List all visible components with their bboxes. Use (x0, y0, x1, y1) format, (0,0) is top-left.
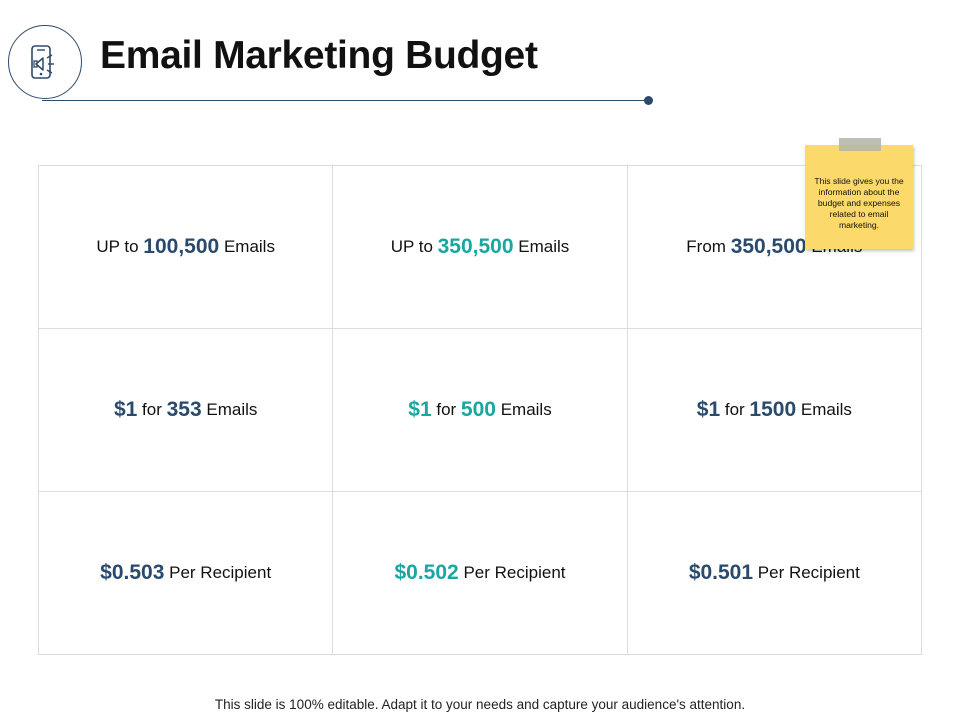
mobile-megaphone-icon (31, 45, 54, 79)
tier-3-rate-cell: $1 for 1500 Emails (627, 329, 922, 492)
price-value: $1 (408, 398, 432, 421)
cell-text: UP to (390, 237, 438, 256)
cell-text: Emails (513, 237, 570, 256)
title-underline (42, 100, 648, 101)
cell-text: Emails (201, 400, 258, 419)
cell-text: From (686, 237, 731, 256)
sticky-note: This slide gives you the information abo… (805, 145, 913, 249)
cell-text: Per Recipient (753, 563, 860, 582)
budget-table: UP to 100,500 Emails UP to 350,500 Email… (38, 165, 922, 655)
title-underline-dot (644, 96, 653, 105)
per-recipient-value: $0.502 (394, 561, 459, 584)
tier-1-rate-cell: $1 for 353 Emails (39, 329, 334, 492)
cell-text: Emails (796, 400, 852, 419)
cell-text: Emails (495, 400, 552, 419)
tier-1-volume-cell: UP to 100,500 Emails (39, 166, 334, 329)
cell-text: Per Recipient (458, 563, 566, 582)
cell-text: for (137, 400, 167, 419)
email-count-value: 353 (166, 398, 202, 421)
email-count-value: 500 (460, 398, 496, 421)
price-value: $1 (113, 398, 138, 421)
price-value: $1 (696, 398, 721, 421)
per-recipient-value: $0.503 (100, 561, 165, 584)
tape-strip (839, 138, 881, 151)
tier-2-volume-cell: UP to 350,500 Emails (333, 166, 628, 329)
cell-text: for (720, 400, 750, 419)
volume-value: 100,500 (143, 235, 220, 258)
footer-note: This slide is 100% editable. Adapt it to… (214, 697, 746, 712)
logo-badge (8, 25, 82, 99)
volume-value: 350,500 (730, 235, 807, 258)
volume-value: 350,500 (437, 235, 514, 258)
cell-text: UP to (96, 237, 144, 256)
page-title: Email Marketing Budget (100, 34, 538, 77)
cell-text: for (431, 400, 461, 419)
per-recipient-value: $0.501 (688, 561, 754, 584)
tier-1-per-recipient-cell: $0.503 Per Recipient (39, 492, 334, 655)
tier-2-rate-cell: $1 for 500 Emails (333, 329, 628, 492)
email-count-value: 1500 (749, 398, 797, 421)
tier-3-per-recipient-cell: $0.501 Per Recipient (627, 492, 922, 655)
cell-text: Per Recipient (164, 563, 272, 582)
tier-2-per-recipient-cell: $0.502 Per Recipient (333, 492, 628, 655)
cell-text: Emails (219, 237, 275, 256)
